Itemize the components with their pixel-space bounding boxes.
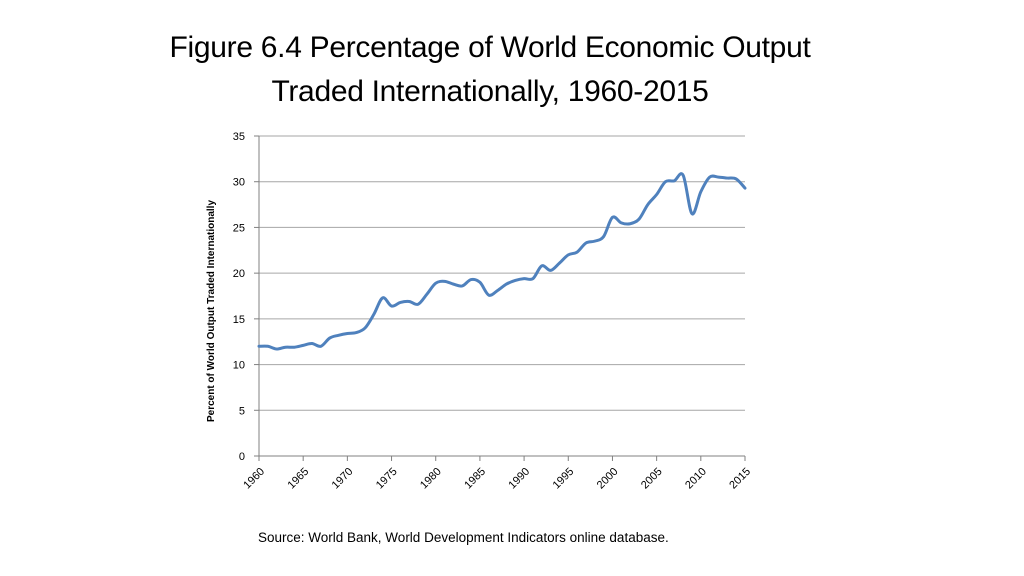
x-tick-label: 1990	[506, 466, 532, 492]
source-note: Source: World Bank, World Development In…	[258, 530, 669, 545]
slide-title: Figure 6.4 Percentage of World Economic …	[60, 26, 920, 114]
y-tick-labels: 0 5 10 15 20 25 30 35	[233, 131, 245, 463]
x-tick-label: 2000	[595, 466, 621, 492]
y-axis-label: Percent of World Output Traded Internati…	[206, 200, 217, 422]
y-tick-label: 30	[233, 177, 245, 189]
x-tick-labels: 1960 1965 1970 1975 1980 1985 1990 1995 2000 2005…	[241, 466, 753, 492]
slide-title-line-1: Figure 6.4 Percentage of World Economic …	[169, 31, 811, 64]
y-tick-label: 15	[233, 314, 245, 326]
series	[257, 172, 747, 351]
y-tick-label: 0	[239, 451, 245, 463]
x-tick-label: 1970	[330, 466, 356, 492]
y-tick-label: 10	[233, 360, 245, 372]
series-line-0	[257, 172, 747, 351]
x-tick-label: 2005	[639, 466, 665, 492]
y-tick-label: 35	[233, 131, 245, 143]
x-tick-label: 1975	[374, 466, 400, 492]
x-tick-label: 1995	[551, 466, 577, 492]
slide-title-line-2: Traded Internationally, 1960-2015	[271, 75, 709, 108]
x-tick-label: 1985	[462, 466, 488, 492]
axes	[254, 135, 746, 461]
x-tick-label: 1960	[241, 466, 267, 492]
y-tick-label: 25	[233, 222, 245, 234]
gridlines	[259, 135, 745, 411]
x-tick-label: 2010	[683, 466, 709, 492]
y-tick-label: 5	[239, 405, 245, 417]
y-tick-label: 20	[233, 268, 245, 280]
x-tick-label: 2015	[727, 466, 753, 492]
x-tick-label: 1965	[286, 466, 312, 492]
x-tick-label: 1980	[418, 466, 444, 492]
